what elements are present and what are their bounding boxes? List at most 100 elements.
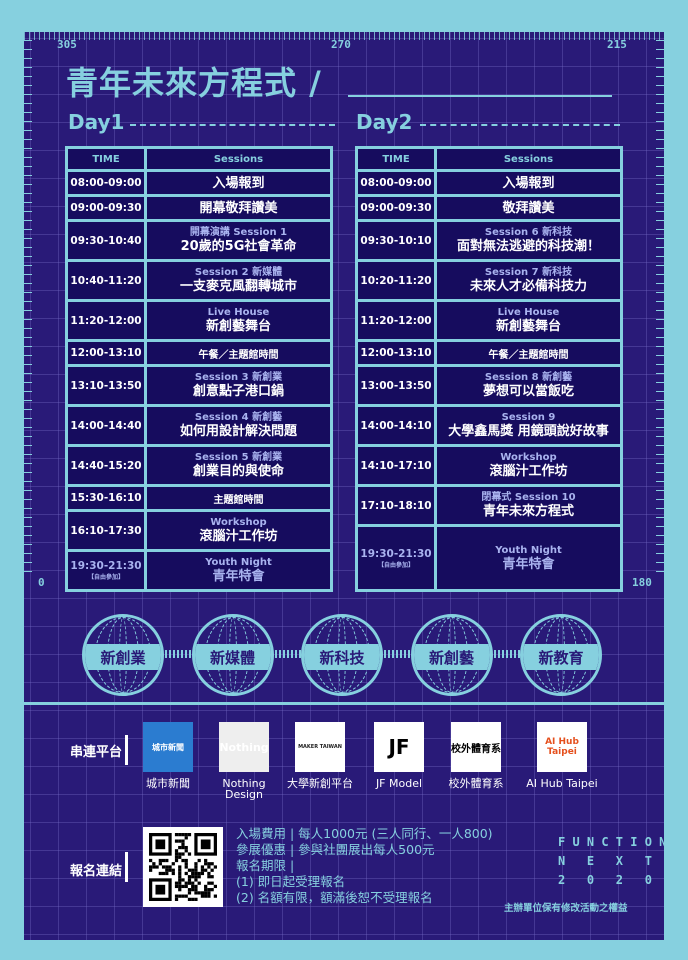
time-text: 15:30-16:10	[70, 492, 142, 504]
session-subtitle: Workshop	[210, 517, 267, 528]
table-row: 14:40-15:20 Session 5 新創業 創業目的與使命	[68, 447, 330, 484]
time-cell: 08:00-09:00	[358, 172, 434, 194]
session-cell: 閉幕式 Session 10 青年未來方程式	[437, 487, 620, 524]
table-row: 19:30-21:30 【自由參加】 Youth Night 青年特會	[358, 527, 620, 589]
time-text: 17:10-18:10	[360, 499, 432, 512]
brand-line: N E X T	[558, 854, 652, 868]
session-title: 未來人才必備科技力	[469, 279, 587, 294]
table-row: 17:10-18:10 閉幕式 Session 10 青年未來方程式	[358, 487, 620, 524]
ruler-right	[656, 40, 664, 580]
session-title: 大學鑫馬獎 用鏡頭說好故事	[448, 424, 609, 439]
header-time: TIME	[358, 149, 434, 169]
time-text: 13:00-13:50	[360, 379, 432, 392]
table-header: TIME Sessions	[358, 149, 620, 169]
theme-globe: 新媒體	[191, 614, 274, 696]
session-title: 青年未來方程式	[482, 504, 574, 519]
time-text: 14:40-15:20	[70, 459, 142, 472]
qr-code[interactable]	[143, 827, 223, 907]
table-row: 10:20-11:20 Session 7 新科技 未來人才必備科技力	[358, 262, 620, 299]
time-cell: 15:30-16:10	[68, 487, 144, 509]
theme-label: 新創業	[85, 644, 161, 670]
table-row: 09:00-09:30 敬拜讚美	[358, 197, 620, 219]
session-cell: 開幕敬拜讚美	[147, 197, 330, 219]
session-cell: 午餐／主題館時間	[437, 342, 620, 364]
time-cell: 14:00-14:10	[358, 407, 434, 444]
time-text: 11:20-12:00	[360, 314, 432, 327]
registration-bar	[125, 852, 128, 882]
session-title: 午餐／主題館時間	[488, 349, 569, 361]
session-subtitle: Session 9	[501, 412, 556, 423]
time-text: 09:00-09:30	[70, 202, 142, 214]
table-row: 19:30-21:30 【自由參加】 Youth Night 青年特會	[68, 552, 330, 589]
header-sessions: Sessions	[147, 149, 330, 169]
time-text: 14:00-14:40	[70, 419, 142, 432]
time-text: 14:00-14:10	[360, 419, 432, 432]
partner-logo: JF	[374, 722, 424, 772]
theme-connector	[165, 650, 191, 658]
partner-name: 大學新創平台	[287, 777, 353, 790]
time-cell: 10:40-11:20	[68, 262, 144, 299]
theme-label: 新科技	[304, 644, 380, 670]
session-title: 面對無法逃避的科技潮！	[456, 239, 600, 254]
table-row: 14:10-17:10 Workshop 滾腦汁工作坊	[358, 447, 620, 484]
time-cell: 19:30-21:30 【自由參加】	[68, 552, 144, 589]
ruler-label-center: 270	[331, 38, 351, 51]
time-note: 【自由參加】	[87, 574, 124, 581]
session-cell: 午餐／主題館時間	[147, 342, 330, 364]
session-title: 滾腦汁工作坊	[489, 464, 568, 479]
time-cell: 19:30-21:30 【自由參加】	[358, 527, 434, 589]
session-title: 創業目的與使命	[192, 464, 284, 479]
time-cell: 13:10-13:50	[68, 367, 144, 404]
partner-logo: Nothing	[219, 722, 269, 772]
theme-globe: 新創藝	[410, 614, 493, 696]
time-text: 08:00-09:00	[360, 177, 432, 189]
theme-label: 新教育	[523, 644, 599, 670]
time-text: 09:30-10:10	[360, 234, 432, 247]
session-title: 新創藝舞台	[495, 319, 561, 334]
session-cell: Session 7 新科技 未來人才必備科技力	[437, 262, 620, 299]
partner-logo: MAKER TAIWAN	[295, 722, 345, 772]
registration-line: (2) 名額有限，額滿後恕不受理報名	[236, 890, 433, 905]
theme-connector	[384, 650, 410, 658]
time-cell: 09:00-09:30	[68, 197, 144, 219]
time-cell: 09:30-10:40	[68, 222, 144, 259]
partner-logo: 校外體育系	[451, 722, 501, 772]
session-title: 創意點子港口鍋	[192, 384, 284, 399]
table-row: 14:00-14:10 Session 9 大學鑫馬獎 用鏡頭說好故事	[358, 407, 620, 444]
table-row: 10:40-11:20 Session 2 新媒體 一支麥克風翻轉城市	[68, 262, 330, 299]
registration-line: 報名期限 |	[236, 858, 295, 873]
time-cell: 09:30-10:10	[358, 222, 434, 259]
time-cell: 16:10-17:30	[68, 512, 144, 549]
session-subtitle: Youth Night	[495, 544, 562, 556]
table-row: 09:30-10:10 Session 6 新科技 面對無法逃避的科技潮！	[358, 222, 620, 259]
session-subtitle: 開幕演講 Session 1	[189, 227, 288, 238]
table-row: 11:20-12:00 Live House 新創藝舞台	[68, 302, 330, 339]
registration-info: 入場費用 | 每人1000元 (三人同行、一人800) 參展優惠 | 參與社團展出…	[236, 826, 493, 906]
ruler-label-side-left: 0	[38, 576, 45, 589]
partners-label: 串連平台	[70, 745, 123, 760]
time-text: 19:30-21:30	[70, 560, 142, 572]
table-row: 13:00-13:50 Session 8 新創藝 夢想可以當飯吃	[358, 367, 620, 404]
time-text: 16:10-17:30	[70, 524, 142, 537]
session-cell: Live House 新創藝舞台	[147, 302, 330, 339]
day2-label: Day2	[356, 110, 413, 134]
time-text: 12:00-13:10	[360, 347, 432, 359]
time-cell: 17:10-18:10	[358, 487, 434, 524]
rights-notice: 主辦單位保有修改活動之權益	[504, 903, 628, 914]
session-cell: 開幕演講 Session 1 20歲的5G社會革命	[147, 222, 330, 259]
session-subtitle: Session 4 新創藝	[194, 412, 283, 423]
theme-globe: 新科技	[301, 614, 383, 696]
session-subtitle: Session 2 新媒體	[194, 267, 283, 278]
theme-label: 新媒體	[194, 644, 271, 670]
session-cell: Session 4 新創藝 如何用設計解決問題	[147, 407, 330, 444]
time-cell: 14:00-14:40	[68, 407, 144, 444]
day1-schedule: TIME Sessions 08:00-09:00 入場報到 09:00-09:30 開幕…	[65, 146, 333, 592]
time-cell: 14:10-17:10	[358, 447, 434, 484]
session-cell: 入場報到	[147, 172, 330, 194]
time-text: 11:20-12:00	[70, 314, 142, 327]
session-title: 如何用設計解決問題	[179, 424, 297, 439]
time-cell: 11:20-12:00	[68, 302, 144, 339]
time-cell: 13:00-13:50	[358, 367, 434, 404]
brand-logo: F U N C T I O N N E X T 2 0 2 0	[558, 833, 666, 890]
partner-name: Nothing Design	[222, 777, 266, 801]
